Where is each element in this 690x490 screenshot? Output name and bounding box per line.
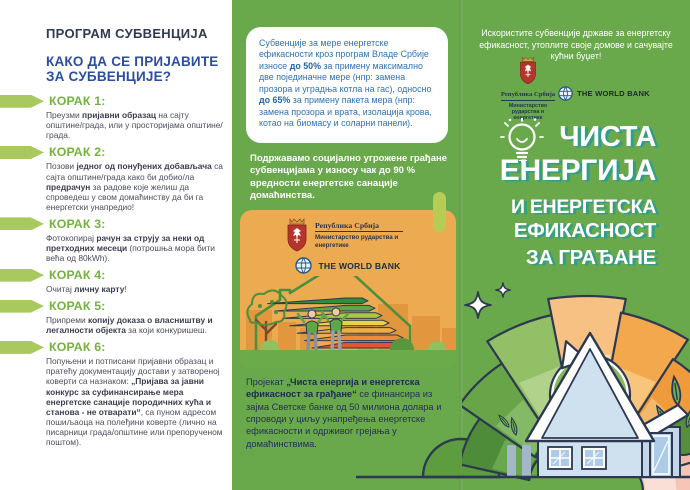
social-support-text: Подржавамо социјално угрожене грађане су… <box>250 153 448 202</box>
step-body-text: Попуњени и потписани пријавни образац и … <box>46 356 223 447</box>
step-label: КОРАК 5: <box>49 299 106 314</box>
steps-list: КОРАК 1: Преузми пријавни образац на сај… <box>0 94 226 447</box>
window <box>581 446 607 470</box>
world-bank-label: THE WORLD BANK <box>577 89 650 98</box>
decor-lime-pill <box>433 192 446 232</box>
lightbulb-icon <box>500 118 544 163</box>
left-panel-content: ПРОГРАМ СУБВЕНЦИЈА КАКО ДА СЕ ПРИЈАВИТЕ … <box>0 26 226 452</box>
house-outline <box>254 276 412 350</box>
step-body-text: Фотокопирај рачун за струју за неки од п… <box>46 232 215 263</box>
step-item: КОРАК 6: Попуњени и потписани пријавни о… <box>0 340 226 447</box>
grass-tuft <box>428 341 446 350</box>
step-label: КОРАК 4: <box>49 268 106 283</box>
sparkle-icon <box>464 282 511 319</box>
program-title: ПРОГРАМ СУБВЕНЦИЈА <box>46 26 208 41</box>
energy-gauge-house-illustration <box>462 282 690 490</box>
step-heading: КОРАК 5: <box>0 299 226 313</box>
government-logo: Република Србија Министарство рударства … <box>489 55 567 122</box>
left-panel: ПРОГРАМ СУБВЕНЦИЈА КАКО ДА СЕ ПРИЈАВИТЕ … <box>0 0 232 490</box>
world-bank-globe-icon <box>295 257 313 274</box>
step-item: КОРАК 2: Позови једног од понуђених доба… <box>0 145 226 212</box>
serbia-coat-of-arms-icon <box>520 56 536 85</box>
gov-name-label: Република Србија <box>315 220 380 230</box>
people <box>296 307 350 352</box>
step-heading: КОРАК 2: <box>0 145 226 159</box>
step-label: КОРАК 3: <box>49 216 106 231</box>
logo-separator-line <box>500 99 556 101</box>
world-bank-globe-icon <box>558 86 573 101</box>
government-logo: Република Србија Министарство рударства … <box>240 217 456 253</box>
step-item: КОРАК 3: Фотокопирај рачун за струју за … <box>0 217 226 263</box>
ministry-label: Министарство рударства и енергетике <box>315 234 399 249</box>
government-logo-text: Република Србија Министарство рударства … <box>315 221 411 249</box>
glass-door <box>649 432 673 478</box>
step-label: КОРАК 6: <box>49 340 106 355</box>
ground-band <box>240 350 456 368</box>
title-line-5: ЗА ГРАЂАНЕ <box>525 245 656 269</box>
chevron-arrow-icon <box>0 268 44 282</box>
title-line-3: И ЕНЕРГЕТСКА <box>511 196 656 219</box>
step-heading: КОРАК 6: <box>0 340 226 354</box>
logo-separator-line <box>315 231 404 233</box>
step-item: КОРАК 5: Припреми копију доказа о власни… <box>0 299 226 336</box>
step-heading: КОРАК 4: <box>0 268 226 282</box>
house <box>524 331 690 478</box>
chevron-arrow-icon <box>0 299 44 313</box>
bush <box>390 338 414 350</box>
step-item: КОРАК 1: Преузми пријавни образац на сај… <box>0 94 226 141</box>
project-description: Пројекат „Чиста енергија и енергетска еф… <box>246 377 442 449</box>
chevron-arrow-icon <box>0 94 44 108</box>
window <box>547 446 573 470</box>
step-label: КОРАК 2: <box>49 145 106 160</box>
title-line-1: ЧИСТА <box>559 121 656 153</box>
subsidy-info-bubble: Субвенције за мере енергетске ефикасност… <box>246 27 448 143</box>
ministry-label: Министарство рударства и енергетике <box>508 102 548 122</box>
chevron-arrow-icon <box>0 217 44 231</box>
world-bank-logo: THE WORLD BANK <box>558 86 650 101</box>
grass-tuft <box>260 340 280 350</box>
how-to-apply-heading: КАКО ДА СЕ ПРИЈАВИТЕ ЗА СУБВЕНЦИЈЕ? <box>46 54 219 85</box>
fold-line <box>459 0 463 490</box>
step-heading: КОРАК 1: <box>0 94 226 108</box>
gable <box>541 348 639 439</box>
step-item: КОРАК 4: Очитај личну карту! <box>0 268 226 295</box>
title-line-2: ЕНЕРГИЈА <box>499 154 657 188</box>
world-bank-logo: THE WORLD BANK <box>240 257 456 274</box>
title-line-4: ЕФИКАСНОСТ <box>513 219 656 243</box>
step-body-text: Очитај личну карту! <box>46 284 127 295</box>
chevron-arrow-icon <box>0 340 44 354</box>
house-renovation-illustration <box>240 276 456 368</box>
step-label: КОРАК 1: <box>49 94 106 109</box>
step-heading: КОРАК 3: <box>0 217 226 231</box>
partners-card: Република Србија Министарство рударства … <box>240 210 456 368</box>
gov-name-label: Република Србија <box>500 91 556 98</box>
step-body-text: Преузми пријавни образац на сајту општин… <box>46 110 223 141</box>
step-body-text: Припреми копију доказа о власништву и ле… <box>46 315 213 336</box>
chevron-arrow-icon <box>0 145 44 159</box>
step-body-text: Позови једног од понуђених добављача са … <box>46 161 223 212</box>
cover-title: ЧИСТА ЕНЕРГИЈА И ЕНЕРГЕТСКА ЕФИКАСНОСТ З… <box>462 121 657 270</box>
world-bank-label: THE WORLD BANK <box>318 260 401 271</box>
serbia-coat-of-arms-icon <box>287 218 307 252</box>
cover-tagline: Искористите субвенције државе за енергет… <box>479 28 673 62</box>
